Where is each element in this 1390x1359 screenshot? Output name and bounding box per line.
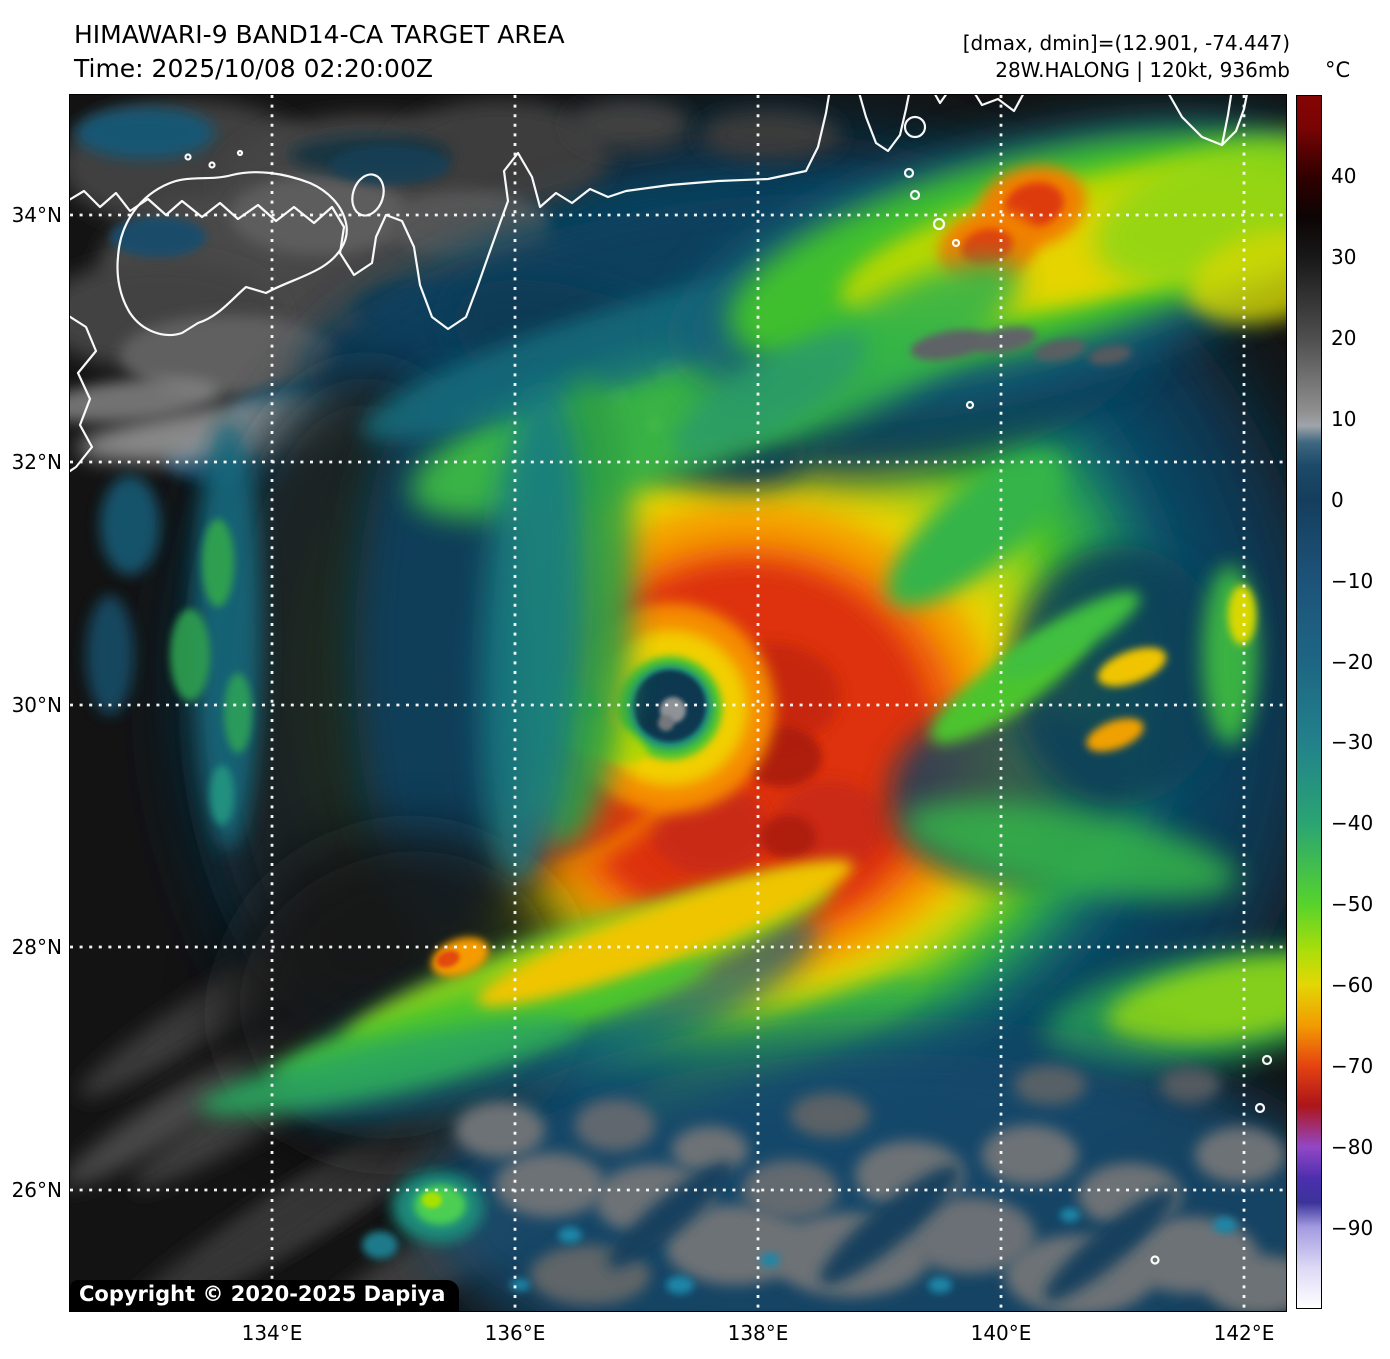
lat-label-32n: 32°N (11, 450, 62, 474)
copyright-badge: Copyright © 2020-2025 Dapiya (70, 1280, 460, 1311)
lat-label-28n: 28°N (11, 935, 62, 959)
cb-tick-m60: −60 (1331, 973, 1374, 997)
map-frame: Copyright © 2020-2025 Dapiya (69, 94, 1287, 1312)
cb-tick-m70: −70 (1331, 1054, 1374, 1078)
cb-tick-m30: −30 (1331, 730, 1374, 754)
lon-label-140e: 140°E (970, 1321, 1032, 1345)
cb-tick-10: 10 (1331, 407, 1357, 431)
storm-info-label: 28W.HALONG | 120kt, 936mb (995, 58, 1290, 82)
lat-label-30n: 30°N (11, 693, 62, 717)
lat-label-26n: 26°N (11, 1178, 62, 1202)
lon-label-138e: 138°E (727, 1321, 789, 1345)
cb-tick-m80: −80 (1331, 1135, 1374, 1159)
lon-label-136e: 136°E (484, 1321, 546, 1345)
title-block: HIMAWARI-9 BAND14-CA TARGET AREA Time: 2… (74, 18, 565, 86)
colorbar-gradient (1296, 95, 1322, 1309)
lon-label-142e: 142°E (1213, 1321, 1275, 1345)
cb-tick-m90: −90 (1331, 1216, 1374, 1240)
dmax-dmin-label: [dmax, dmin]=(12.901, -74.447) (962, 31, 1290, 55)
info-block: [dmax, dmin]=(12.901, -74.447) 28W.HALON… (963, 30, 1290, 84)
time-label: Time: 2025/10/08 02:20:00Z (74, 54, 433, 83)
cb-tick-20: 20 (1331, 326, 1357, 350)
cb-tick-m20: −20 (1331, 650, 1374, 674)
page-title: HIMAWARI-9 BAND14-CA TARGET AREA (74, 20, 565, 49)
cb-tick-0: 0 (1331, 488, 1344, 512)
colorbar-unit-label: °C (1325, 58, 1351, 82)
cb-tick-m40: −40 (1331, 811, 1374, 835)
cb-tick-m50: −50 (1331, 892, 1374, 916)
lat-label-34n: 34°N (11, 203, 62, 227)
coastline (70, 95, 1273, 1265)
satellite-image (70, 95, 1286, 1311)
lon-label-134e: 134°E (241, 1321, 303, 1345)
cloud-field (70, 100, 1286, 1311)
graticule (70, 95, 1286, 1311)
cb-tick-m10: −10 (1331, 569, 1374, 593)
cb-tick-30: 30 (1331, 245, 1357, 269)
cb-tick-40: 40 (1331, 164, 1357, 188)
